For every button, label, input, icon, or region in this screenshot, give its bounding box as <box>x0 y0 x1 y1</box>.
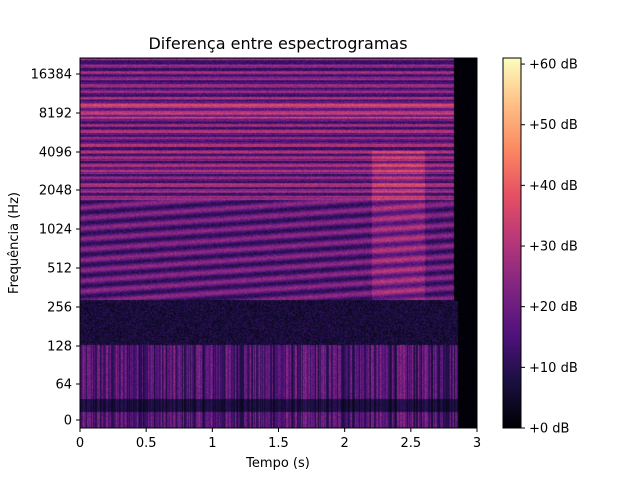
colorbar-tick-label: +30 dB <box>529 240 578 255</box>
colorbar-tick-label: +10 dB <box>529 361 578 376</box>
x-tick-label: 3 <box>473 436 481 451</box>
y-tick-label: 256 <box>47 301 72 316</box>
y-tick-label: 0 <box>64 414 72 429</box>
x-axis: 0 0.5 1 1.5 2 2.5 3 <box>76 428 481 451</box>
spectrogram-plot <box>79 57 478 429</box>
colorbar-tick-label: +60 dB <box>529 58 578 73</box>
y-tick-label: 8192 <box>39 107 72 122</box>
colorbar: +0 dB +10 dB +20 dB +30 dB +40 dB +50 dB +60 d… <box>502 57 578 437</box>
colorbar-tick-label: +50 dB <box>529 118 578 133</box>
spectrogram-heatmap <box>80 58 477 428</box>
y-tick-label: 64 <box>55 378 72 393</box>
colorbar-frame <box>502 57 522 429</box>
y-tick-label: 16384 <box>31 68 72 83</box>
colorbar-ticks: +0 dB +10 dB +20 dB +30 dB +40 dB +50 dB +60 d… <box>521 58 578 437</box>
colorbar-tick-label: +0 dB <box>529 422 569 437</box>
colorbar-tick-label: +40 dB <box>529 179 578 194</box>
chart-title: Diferença entre espectrogramas <box>148 34 407 53</box>
y-tick-label: 512 <box>47 262 72 277</box>
x-tick-label: 2.5 <box>400 436 421 451</box>
y-axis-label: Frequência (Hz) <box>7 192 22 294</box>
y-axis: 0 64 128 256 512 1024 2048 4096 8192 16384 <box>31 68 80 429</box>
y-tick-label: 128 <box>47 340 72 355</box>
y-tick-label: 2048 <box>39 184 72 199</box>
x-tick-label: 1 <box>208 436 216 451</box>
x-tick-label: 2 <box>341 436 349 451</box>
colorbar-tick-label: +20 dB <box>529 300 578 315</box>
colorbar-gradient <box>503 58 521 428</box>
x-tick-label: 1.5 <box>268 436 289 451</box>
y-tick-label: 1024 <box>39 223 72 238</box>
x-axis-label: Tempo (s) <box>245 456 310 471</box>
x-tick-label: 0.5 <box>136 436 157 451</box>
y-tick-label: 4096 <box>39 146 72 161</box>
x-tick-label: 0 <box>76 436 84 451</box>
